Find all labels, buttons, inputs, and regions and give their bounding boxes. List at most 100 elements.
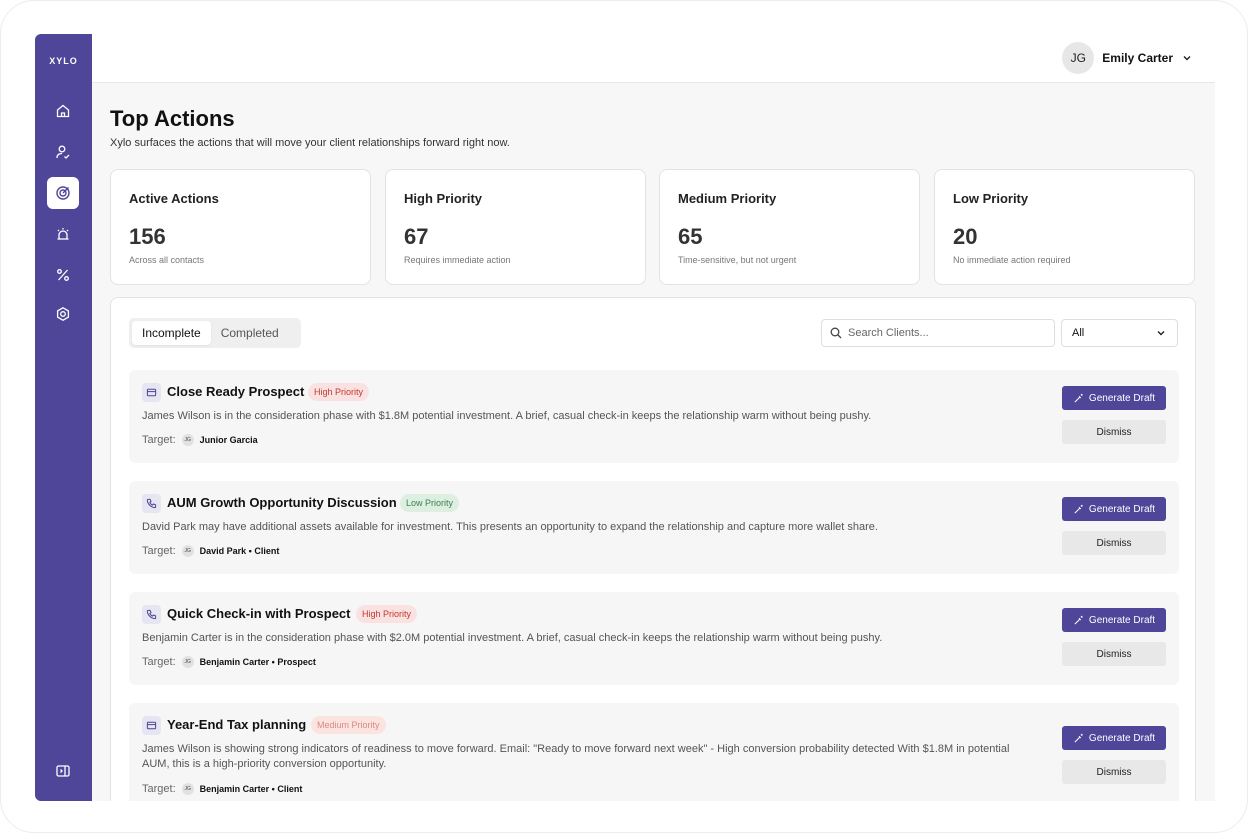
sidebar-collapse-button[interactable] [47,755,79,787]
stat-title: Medium Priority [678,191,777,206]
phone-icon [146,609,157,620]
stat-caption: Requires immediate action [404,255,511,265]
alarm-icon [57,228,69,240]
action-type-badge [142,383,161,402]
stat-value: 65 [678,224,703,249]
action-type-badge [142,605,161,624]
stat-card-high: High Priority 67 Requires immediate acti… [385,169,646,285]
sidebar: XYLO [35,34,92,801]
sidebar-item-alerts[interactable] [47,218,79,250]
generate-draft-button[interactable]: Generate Draft [1062,497,1166,521]
sidebar-item-top-actions[interactable] [47,177,79,209]
action-description: David Park may have additional assets av… [142,521,878,533]
avatar: JG [181,783,194,795]
app-logo: XYLO [49,56,78,66]
generate-draft-label: Generate Draft [1088,392,1156,404]
priority-badge: Medium Priority [311,716,386,734]
avatar: JG [1062,42,1095,74]
target-icon [56,186,70,200]
magic-wand-icon [1074,733,1083,743]
stat-caption: No immediate action required [953,255,1071,265]
generate-draft-button[interactable]: Generate Draft [1062,608,1166,632]
action-title: Close Ready Prospect [167,384,305,399]
sidebar-collapse-icon [56,765,70,777]
dismiss-button[interactable]: Dismiss [1062,642,1166,666]
magic-wand-icon [1074,615,1083,625]
generate-draft-label: Generate Draft [1088,614,1156,626]
percent-icon [57,269,69,281]
action-type-badge [142,494,161,513]
action-target: Target: JG Junior Garcia [142,434,258,446]
action-card: Close Ready Prospect High Priority James… [129,370,1179,463]
stat-title: Active Actions [129,191,219,206]
stat-card-low: Low Priority 20 No immediate action requ… [934,169,1195,285]
tab-incomplete[interactable]: Incomplete [132,321,211,345]
app-window: XYLO JG Emily Carter Top Ac [35,34,1215,801]
stat-title: Low Priority [953,191,1029,206]
status-tabs: Incomplete Completed [129,318,301,348]
actions-panel: Incomplete Completed All Close Ready Pro… [110,297,1196,801]
chevron-down-icon [1183,56,1191,61]
action-description: James Wilson is in the consideration pha… [142,410,872,422]
avatar: JG [181,434,194,446]
priority-badge: High Priority [356,605,418,623]
page-subtitle: Xylo surfaces the actions that will move… [110,137,510,149]
action-title: Year-End Tax planning [167,717,307,732]
dismiss-button[interactable]: Dismiss [1062,760,1166,784]
sidebar-item-settings[interactable] [47,298,79,330]
avatar: JG [181,656,194,668]
mail-icon [146,388,157,397]
avatar: JG [181,545,194,557]
stat-title: High Priority [404,191,483,206]
action-target: Target: JG Benjamin Carter • Prospect [142,656,316,668]
filter-value: All [1072,327,1085,339]
dismiss-button[interactable]: Dismiss [1062,531,1166,555]
stat-value: 67 [404,224,429,249]
sidebar-item-contacts[interactable] [47,136,79,168]
search-box[interactable] [821,319,1055,347]
home-icon [56,104,70,118]
stat-card-active: Active Actions 156 Across all contacts [110,169,371,285]
priority-badge: Low Priority [400,494,460,512]
generate-draft-label: Generate Draft [1088,732,1156,744]
user-menu[interactable]: JG Emily Carter [1062,42,1193,74]
stat-value: 156 [129,224,166,249]
page-title: Top Actions [110,106,235,131]
target-label: Target: [142,783,176,795]
action-target: Target: JG Benjamin Carter • Client [142,783,302,795]
magic-wand-icon [1074,393,1083,403]
search-icon [830,327,842,339]
user-icon [56,145,70,159]
user-name: Emily Carter [1102,51,1173,65]
mail-icon [146,721,157,730]
generate-draft-button[interactable]: Generate Draft [1062,386,1166,410]
sidebar-item-rates[interactable] [47,259,79,291]
action-title: AUM Growth Opportunity Discussion [167,495,397,510]
target-label: Target: [142,656,176,668]
chevron-down-icon [1157,331,1165,336]
priority-badge: High Priority [308,383,370,401]
action-card: Quick Check-in with Prospect High Priori… [129,592,1179,685]
gear-icon [56,307,70,321]
search-input[interactable] [848,327,1038,339]
phone-icon [146,498,157,509]
generate-draft-button[interactable]: Generate Draft [1062,726,1166,750]
top-bar: JG Emily Carter [92,34,1215,83]
priority-filter-select[interactable]: All [1061,319,1178,347]
target-name[interactable]: Benjamin Carter • Client [199,784,303,794]
stat-caption: Time-sensitive, but not urgent [678,255,797,265]
sidebar-item-home[interactable] [47,95,79,127]
target-name[interactable]: Benjamin Carter • Prospect [199,657,316,667]
stat-value: 20 [953,224,978,249]
main-content: Top Actions Xylo surfaces the actions th… [92,83,1215,801]
tab-completed[interactable]: Completed [220,326,279,340]
target-name[interactable]: Junior Garcia [199,435,258,445]
stat-caption: Across all contacts [129,255,205,265]
action-description: Benjamin Carter is in the consideration … [142,632,883,644]
dismiss-button[interactable]: Dismiss [1062,420,1166,444]
target-label: Target: [142,545,176,557]
action-description: James Wilson is showing strong indicator… [142,743,1010,770]
target-label: Target: [142,434,176,446]
target-name[interactable]: David Park • Client [199,546,280,556]
